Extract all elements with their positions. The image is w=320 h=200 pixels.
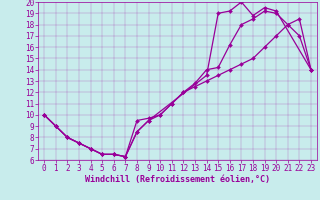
X-axis label: Windchill (Refroidissement éolien,°C): Windchill (Refroidissement éolien,°C) [85, 175, 270, 184]
